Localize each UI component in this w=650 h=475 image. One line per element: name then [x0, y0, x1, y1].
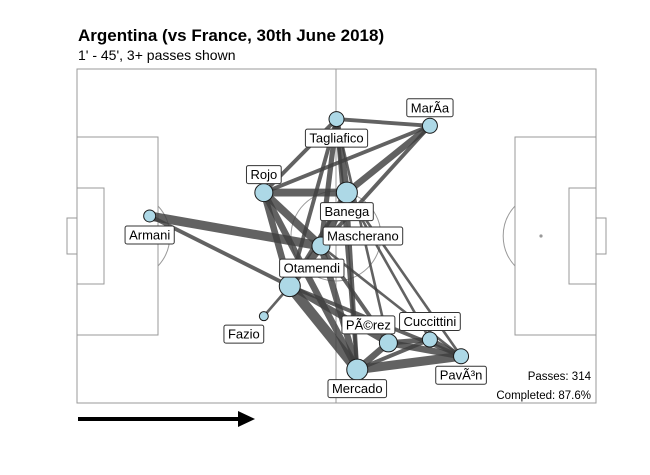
right-six-yard-box	[568, 187, 597, 285]
pass-edge-otamendi-mercado	[285, 282, 362, 373]
player-node-mara-a	[421, 117, 438, 134]
player-label-text: PavÃ³n	[440, 368, 483, 383]
player-label-box	[406, 98, 454, 118]
player-label-box	[322, 226, 404, 246]
player-label-armani: Armani	[124, 225, 175, 245]
pass-edge-tagliafico-mara-a	[336, 117, 431, 128]
player-label-tagliafico: Tagliafico	[304, 128, 369, 148]
completed-stat: Completed: 87.6%	[496, 390, 591, 402]
player-label-box	[279, 258, 345, 278]
player-label-box	[124, 225, 175, 245]
right-penalty-arc	[502, 205, 516, 267]
player-label-text: Armani	[129, 227, 170, 242]
player-label-box	[327, 379, 388, 399]
player-label-text: PÃ©rez	[346, 317, 391, 332]
player-labels: MarÃa Tagliafico Rojo Banega Armani Mascheran…	[124, 98, 487, 399]
player-label-text: Banega	[324, 204, 370, 219]
pass-edge-armani-mascherano	[148, 211, 322, 251]
player-node-fazio	[258, 311, 269, 322]
player-label-box	[304, 128, 369, 148]
player-node-otamendi	[278, 275, 301, 298]
player-node-armani	[143, 209, 157, 223]
pass-edge-rojo-mascherano	[261, 189, 324, 249]
player-node-cuccittini	[421, 331, 438, 348]
player-label-box	[245, 165, 282, 185]
player-label-box	[319, 202, 374, 222]
left-six-yard-box	[76, 187, 105, 285]
pass-edge-mercado-pava-3n	[356, 351, 462, 375]
right-goal	[595, 217, 607, 255]
player-label-pava-3n: PavÃ³n	[435, 365, 487, 385]
player-label-mara-a: MarÃa	[406, 98, 454, 118]
attack-direction-arrow	[78, 411, 255, 427]
player-label-mercado: Mercado	[327, 379, 388, 399]
player-label-otamendi: Otamendi	[279, 258, 345, 278]
player-node-pa-rez	[378, 333, 398, 353]
player-label-text: Mascherano	[327, 229, 399, 244]
player-label-text: Rojo	[250, 167, 277, 182]
player-label-banega: Banega	[319, 202, 374, 222]
pass-edge-banega-mara-a	[344, 123, 432, 196]
player-label-text: Otamendi	[284, 261, 340, 276]
player-label-text: MarÃa	[411, 100, 450, 115]
pass-edge-pa-rez-pava-3n	[387, 339, 462, 360]
player-label-box	[223, 324, 265, 344]
player-label-cuccittini: Cuccittini	[399, 312, 461, 332]
player-label-text: Fazio	[228, 327, 260, 342]
player-label-box	[435, 365, 487, 385]
player-label-text: Tagliafico	[309, 131, 363, 146]
player-label-box	[341, 315, 396, 335]
player-label-text: Mercado	[332, 381, 383, 396]
right-penalty-spot	[539, 234, 543, 238]
left-goal	[66, 217, 78, 255]
player-node-mercado	[346, 358, 369, 381]
player-node-banega	[335, 181, 358, 204]
player-label-fazio: Fazio	[223, 324, 265, 344]
player-label-pa-rez: PÃ©rez	[341, 315, 396, 335]
player-label-text: Cuccittini	[404, 314, 457, 329]
player-label-mascherano: Mascherano	[322, 226, 404, 246]
arrow-head	[238, 411, 255, 427]
chart-title: Argentina (vs France, 30th June 2018)	[78, 26, 385, 45]
player-node-pava-3n	[453, 348, 470, 365]
passes-stat: Passes: 314	[528, 371, 592, 383]
player-node-tagliafico	[328, 111, 345, 128]
player-label-rojo: Rojo	[245, 165, 282, 185]
pass-edges	[148, 117, 463, 375]
pass-edge-rojo-mercado	[260, 191, 361, 372]
pass-edge-mara-a-mascherano	[319, 124, 432, 248]
player-label-box	[399, 312, 461, 332]
right-penalty-box	[514, 136, 597, 336]
chart-subtitle: 1' - 45', 3+ passes shown	[78, 47, 236, 63]
player-node-rojo	[254, 183, 274, 203]
